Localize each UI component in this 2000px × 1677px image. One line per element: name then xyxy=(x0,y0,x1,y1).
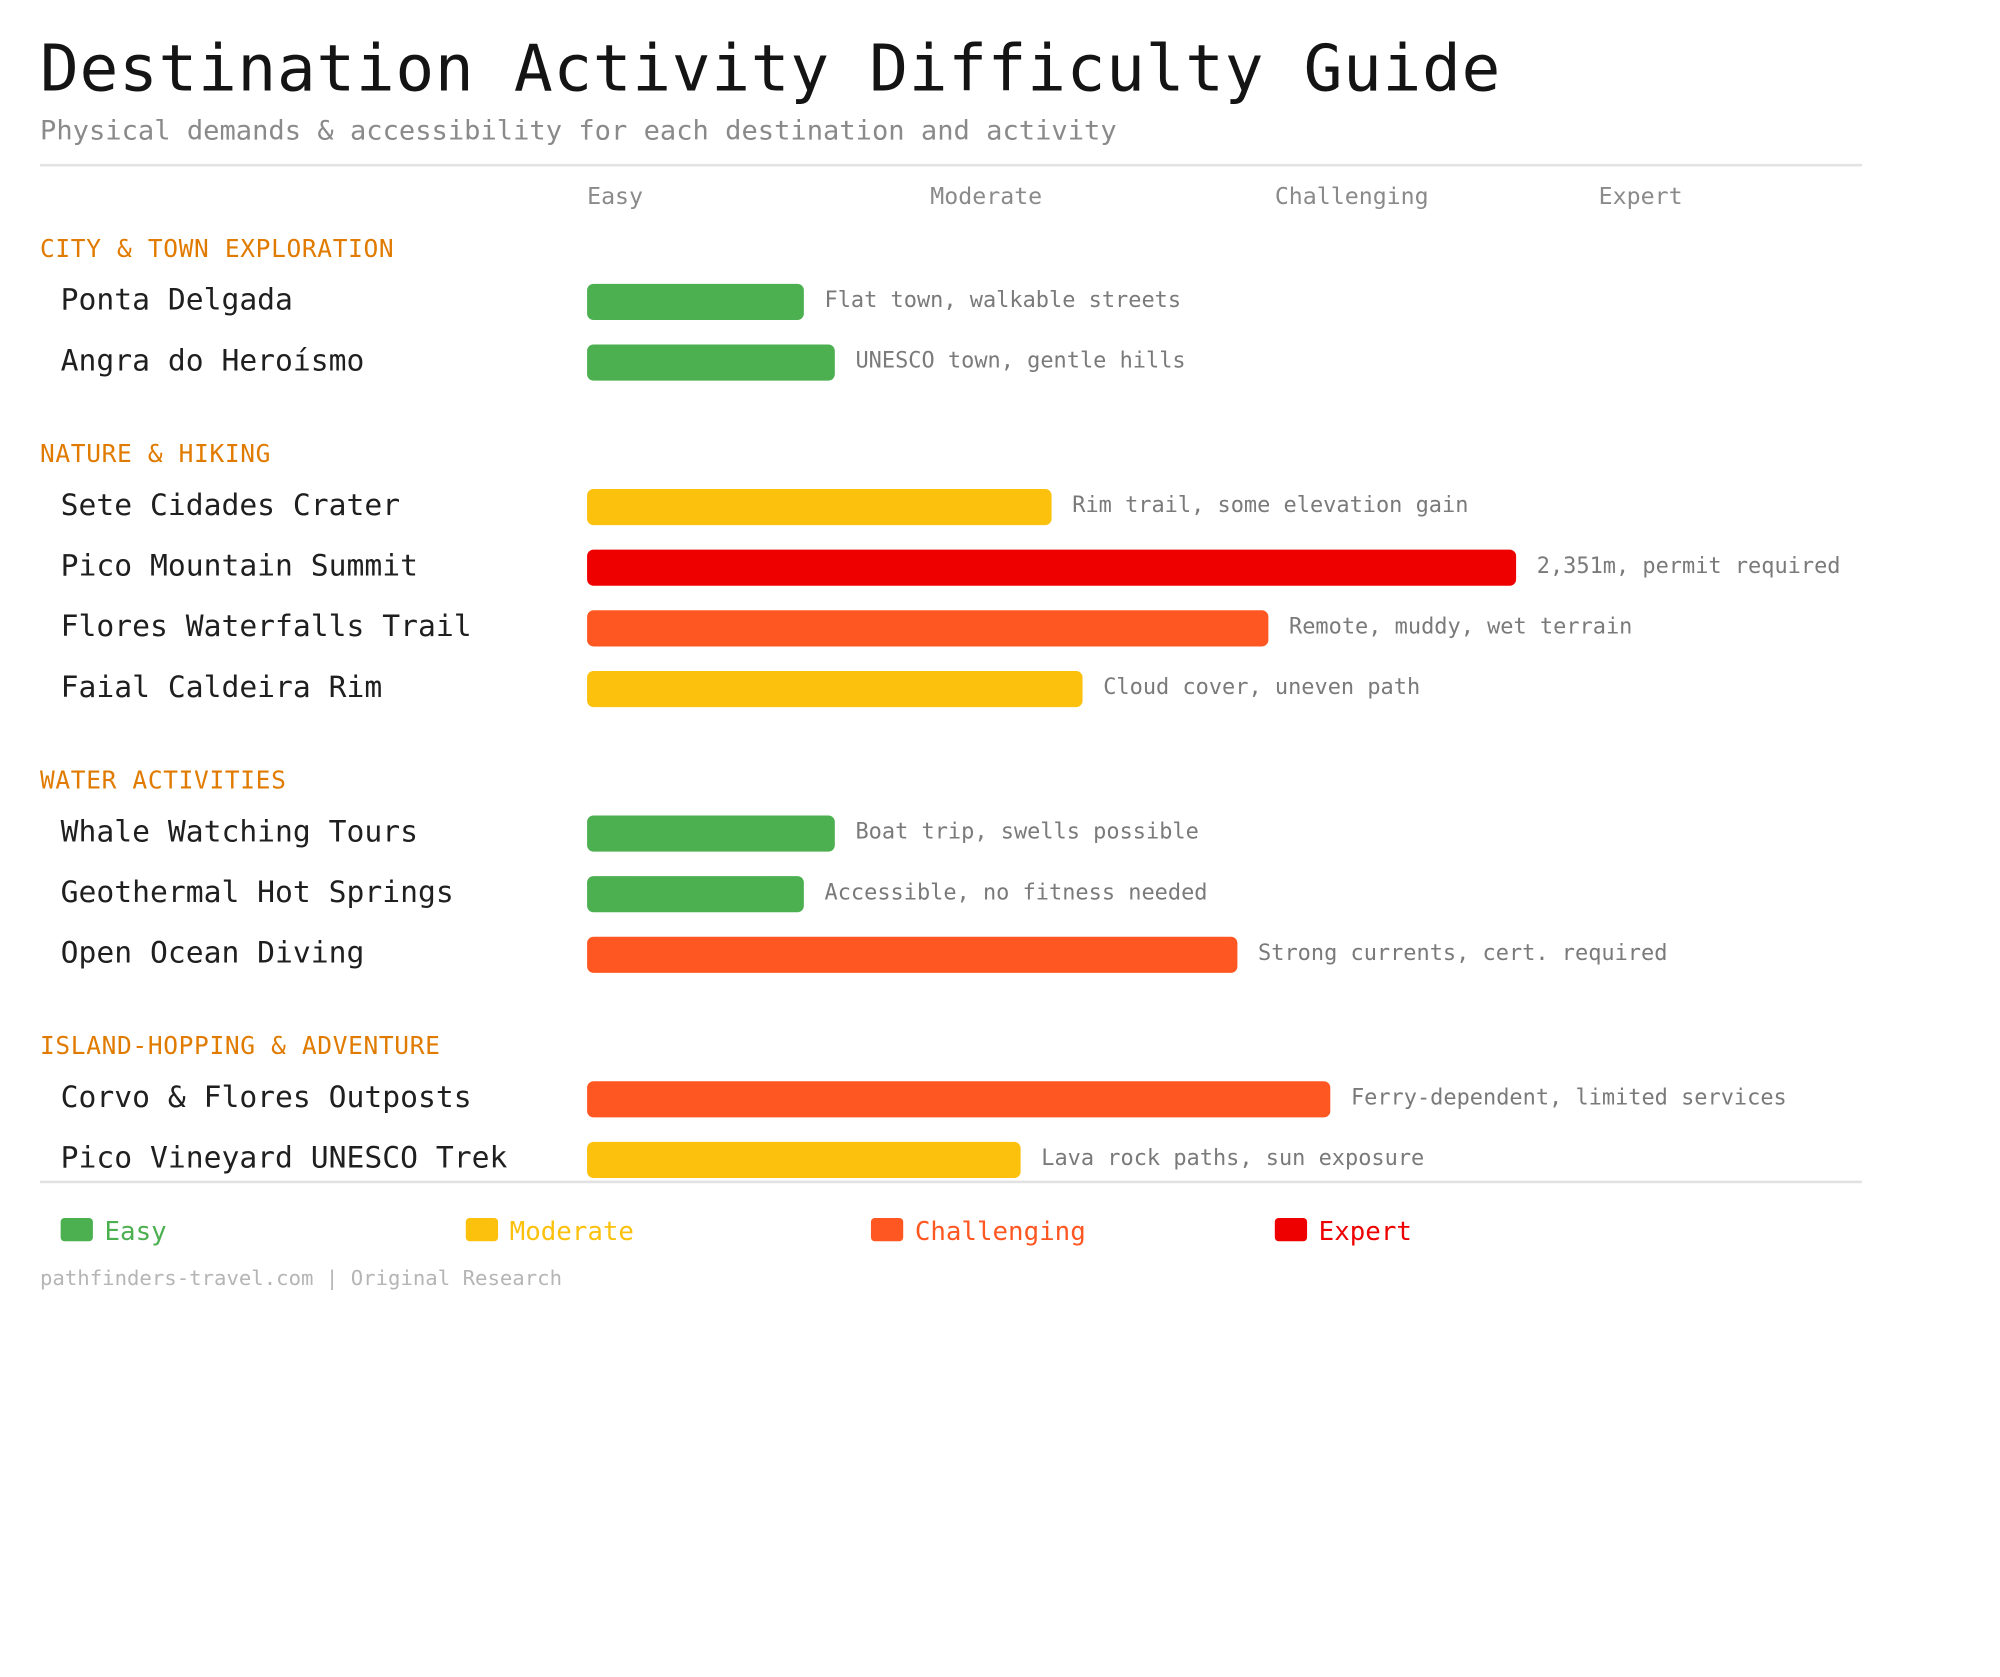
difficulty-bar-pico-vineyard-unesco-trek xyxy=(587,1141,1021,1179)
difficulty-bar-corvo-flores-outposts xyxy=(587,1081,1331,1118)
row-label: Angra do Heroísmo xyxy=(60,344,365,379)
bar-annotation: Cloud cover, uneven path xyxy=(1103,674,1421,701)
row-label: Ponta Delgada xyxy=(60,283,293,318)
legend-divider xyxy=(39,1180,1862,1184)
section-heading-city-town-exploration: CITY & TOWN EXPLORATION xyxy=(39,234,395,264)
column-header-expert: Expert xyxy=(1598,183,1683,211)
difficulty-bar-whale-watching-tours xyxy=(587,815,835,852)
difficulty-bar-geothermal-hot-springs xyxy=(587,876,804,913)
bar-annotation: 2,351m, permit required xyxy=(1536,553,1841,580)
bar-annotation: Remote, muddy, wet terrain xyxy=(1289,614,1633,640)
difficulty-bar-ponta-delgada xyxy=(587,283,804,320)
column-header-easy: Easy xyxy=(587,183,644,211)
chart-rows: CITY & TOWN EXPLORATION Ponta Delgada Flat… xyxy=(39,234,1841,1179)
legend-swatch-challenging xyxy=(870,1218,904,1242)
column-header-challenging: Challenging xyxy=(1274,183,1429,211)
difficulty-bar-pico-mountain-summit xyxy=(587,549,1517,586)
column-header-moderate: Moderate xyxy=(930,183,1043,211)
row-label: Geothermal Hot Springs xyxy=(60,876,454,910)
bar-annotation: Ferry-dependent, limited services xyxy=(1350,1085,1787,1111)
row-label: Pico Mountain Summit xyxy=(60,549,418,584)
row-label: Pico Vineyard UNESCO Trek xyxy=(60,1141,508,1176)
legend-label-challenging: Challenging xyxy=(914,1215,1086,1247)
row-label: Open Ocean Diving xyxy=(60,936,365,971)
bar-annotation: Lava rock paths, sun exposure xyxy=(1041,1145,1425,1172)
chart-title: Destination Activity Difficulty Guide xyxy=(39,30,1502,106)
row-label: Whale Watching Tours xyxy=(60,815,418,850)
bar-annotation: Strong currents, cert. required xyxy=(1258,940,1668,967)
bar-annotation: Flat town, walkable streets xyxy=(824,287,1182,314)
difficulty-bar-open-ocean-diving xyxy=(587,936,1238,973)
legend-label-moderate: Moderate xyxy=(509,1215,634,1247)
footer-source: pathfinders-travel.com | Original Resear… xyxy=(39,1265,563,1291)
legend-swatch-expert xyxy=(1274,1218,1308,1242)
row-label: Faial Caldeira Rim xyxy=(60,670,383,705)
header-divider xyxy=(39,163,1862,167)
legend-swatch-moderate xyxy=(465,1218,499,1242)
row-label: Flores Waterfalls Trail xyxy=(60,610,472,644)
chart-subtitle: Physical demands & accessibility for eac… xyxy=(39,114,1117,146)
difficulty-bar-faial-caldeira-rim xyxy=(587,670,1083,708)
section-heading-nature-hiking: NATURE & HIKING xyxy=(39,439,272,469)
bar-annotation: Rim trail, some elevation gain xyxy=(1072,492,1469,519)
difficulty-bar-flores-waterfalls-trail xyxy=(587,610,1269,647)
legend-label-easy: Easy xyxy=(104,1215,167,1247)
legend-swatch-easy xyxy=(60,1218,93,1242)
bar-annotation: Boat trip, swells possible xyxy=(855,819,1199,846)
difficulty-bar-sete-cidades-crater xyxy=(587,489,1052,526)
row-label: Corvo & Flores Outposts xyxy=(60,1081,472,1115)
section-heading-water-activities: WATER ACTIVITIES xyxy=(39,766,287,795)
row-label: Sete Cidades Crater xyxy=(60,489,401,523)
section-heading-island-hopping-adventure: ISLAND-HOPPING & ADVENTURE xyxy=(39,1032,441,1061)
bar-annotation: Accessible, no fitness needed xyxy=(824,879,1208,906)
bar-annotation: UNESCO town, gentle hills xyxy=(855,348,1186,375)
legend-label-expert: Expert xyxy=(1318,1215,1412,1247)
difficulty-bar-angra-do-hero-smo xyxy=(587,344,835,381)
